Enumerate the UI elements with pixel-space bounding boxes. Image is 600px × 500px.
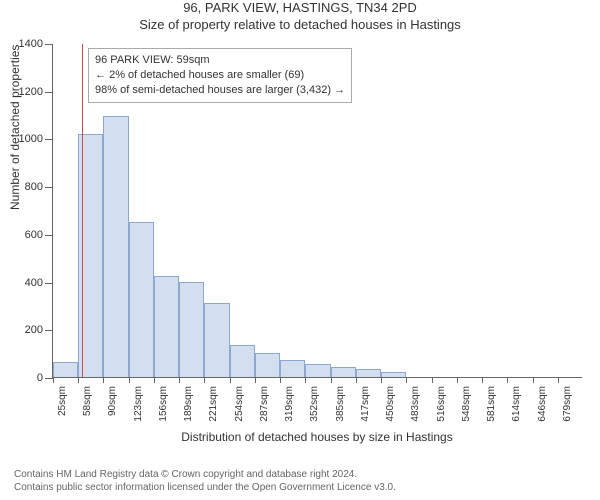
- x-tick-label: 58sqm: [82, 386, 93, 416]
- x-tick: [507, 377, 508, 383]
- x-tick: [204, 377, 205, 383]
- x-tick: [432, 377, 433, 383]
- y-tick-label: 800: [25, 181, 43, 193]
- plot-area: 020040060080010001200140025sqm58sqm90sqm…: [52, 44, 582, 378]
- chart-area: 020040060080010001200140025sqm58sqm90sqm…: [52, 44, 582, 434]
- x-tick-label: 646sqm: [537, 386, 548, 422]
- x-tick: [457, 377, 458, 383]
- x-tick-label: 483sqm: [410, 386, 421, 422]
- y-tick: [45, 283, 53, 284]
- y-tick: [45, 330, 53, 331]
- histogram-bar: [230, 345, 255, 377]
- y-tick: [45, 139, 53, 140]
- footer-attribution: Contains HM Land Registry data © Crown c…: [14, 468, 396, 494]
- x-tick: [381, 377, 382, 383]
- x-tick: [406, 377, 407, 383]
- x-axis-label: Distribution of detached houses by size …: [52, 430, 582, 444]
- x-tick-label: 516sqm: [436, 386, 447, 422]
- histogram-bar: [154, 276, 179, 377]
- page-title: 96, PARK VIEW, HASTINGS, TN34 2PD: [0, 0, 600, 15]
- y-tick-label: 200: [25, 324, 43, 336]
- histogram-bar: [204, 303, 229, 377]
- page-subtitle: Size of property relative to detached ho…: [0, 17, 600, 32]
- footer-line: Contains public sector information licen…: [14, 481, 396, 494]
- x-tick: [280, 377, 281, 383]
- histogram-bar: [381, 372, 406, 377]
- y-axis-label: Number of detached properties: [8, 45, 22, 210]
- x-tick: [331, 377, 332, 383]
- x-tick-label: 319sqm: [284, 386, 295, 422]
- histogram-bar: [129, 222, 154, 377]
- annotation-box: 96 PARK VIEW: 59sqm← 2% of detached hous…: [88, 48, 352, 103]
- x-tick-label: 25sqm: [57, 386, 68, 416]
- x-tick-label: 221sqm: [208, 386, 219, 422]
- y-tick-label: 600: [25, 229, 43, 241]
- x-tick-label: 189sqm: [183, 386, 194, 422]
- x-tick: [78, 377, 79, 383]
- x-tick-label: 352sqm: [309, 386, 320, 422]
- x-tick-label: 123sqm: [133, 386, 144, 422]
- x-tick: [154, 377, 155, 383]
- y-tick: [45, 187, 53, 188]
- x-tick-label: 548sqm: [461, 386, 472, 422]
- histogram-bar: [331, 367, 356, 377]
- x-tick-label: 581sqm: [486, 386, 497, 422]
- annotation-line: 98% of semi-detached houses are larger (…: [95, 83, 345, 98]
- histogram-bar: [103, 116, 128, 377]
- x-tick-label: 287sqm: [259, 386, 270, 422]
- x-tick: [482, 377, 483, 383]
- x-tick: [305, 377, 306, 383]
- histogram-bar: [179, 282, 204, 377]
- x-tick-label: 254sqm: [234, 386, 245, 422]
- x-tick-label: 614sqm: [511, 386, 522, 422]
- x-tick-label: 417sqm: [360, 386, 371, 422]
- y-tick-label: 1400: [19, 38, 43, 50]
- x-tick: [53, 377, 54, 383]
- x-tick-label: 679sqm: [562, 386, 573, 422]
- x-tick: [129, 377, 130, 383]
- footer-line: Contains HM Land Registry data © Crown c…: [14, 468, 396, 481]
- y-tick-label: 1000: [19, 133, 43, 145]
- x-tick: [230, 377, 231, 383]
- histogram-bar: [53, 362, 78, 378]
- x-tick: [356, 377, 357, 383]
- histogram-bar: [356, 369, 381, 377]
- y-tick: [45, 235, 53, 236]
- x-tick: [255, 377, 256, 383]
- y-tick-label: 400: [25, 277, 43, 289]
- y-tick: [45, 92, 53, 93]
- x-tick-label: 90sqm: [107, 386, 118, 416]
- x-tick: [179, 377, 180, 383]
- annotation-line: ← 2% of detached houses are smaller (69): [95, 68, 345, 83]
- histogram-bar: [305, 364, 330, 377]
- histogram-bar: [280, 360, 305, 377]
- x-tick: [533, 377, 534, 383]
- x-tick: [558, 377, 559, 383]
- y-tick: [45, 44, 53, 45]
- x-tick-label: 156sqm: [158, 386, 169, 422]
- y-tick: [45, 378, 53, 379]
- x-tick-label: 385sqm: [335, 386, 346, 422]
- x-tick: [103, 377, 104, 383]
- y-tick-label: 1200: [19, 86, 43, 98]
- annotation-line: 96 PARK VIEW: 59sqm: [95, 53, 345, 68]
- y-tick-label: 0: [37, 372, 43, 384]
- histogram-bar: [255, 353, 280, 377]
- x-tick-label: 450sqm: [385, 386, 396, 422]
- property-marker-line: [82, 44, 83, 377]
